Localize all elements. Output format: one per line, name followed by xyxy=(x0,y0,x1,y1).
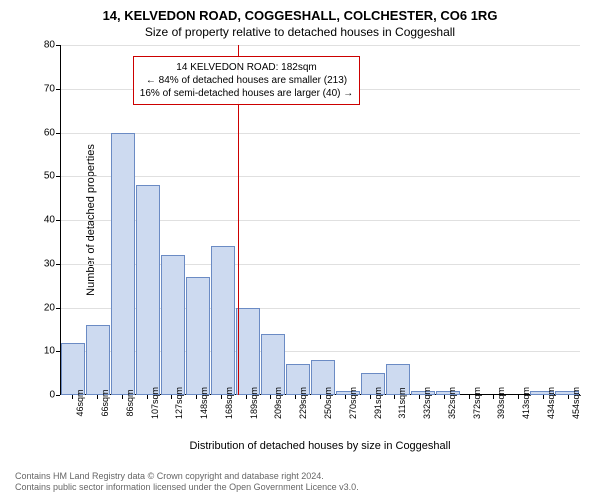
x-tick-label: 352sqm xyxy=(447,387,457,419)
bar xyxy=(161,255,185,395)
y-tick-mark xyxy=(56,220,60,221)
annotation-box: 14 KELVEDON ROAD: 182sqm ← 84% of detach… xyxy=(133,56,360,105)
x-tick-label: 127sqm xyxy=(174,387,184,419)
x-tick-mark xyxy=(518,395,519,399)
x-tick-label: 168sqm xyxy=(224,387,234,419)
x-tick-label: 393sqm xyxy=(496,387,506,419)
x-tick-label: 291sqm xyxy=(373,387,383,419)
x-tick-label: 270sqm xyxy=(348,387,358,419)
x-tick-mark xyxy=(171,395,172,399)
x-tick-label: 86sqm xyxy=(125,389,135,416)
x-tick-label: 229sqm xyxy=(298,387,308,419)
x-tick-mark xyxy=(444,395,445,399)
annotation-line1: 14 KELVEDON ROAD: 182sqm xyxy=(140,61,353,74)
x-tick-label: 209sqm xyxy=(273,387,283,419)
y-tick-label: 10 xyxy=(30,346,55,357)
plot: 14 KELVEDON ROAD: 182sqm ← 84% of detach… xyxy=(60,45,580,395)
x-tick-mark xyxy=(493,395,494,399)
y-tick-label: 0 xyxy=(30,390,55,401)
x-tick-mark xyxy=(246,395,247,399)
x-tick-mark xyxy=(394,395,395,399)
x-tick-label: 148sqm xyxy=(199,387,209,419)
bar xyxy=(261,334,285,395)
annotation-line3: 16% of semi-detached houses are larger (… xyxy=(140,87,353,100)
bar xyxy=(111,133,135,396)
x-tick-mark xyxy=(419,395,420,399)
x-tick-label: 46sqm xyxy=(75,389,85,416)
x-tick-mark xyxy=(196,395,197,399)
y-tick-mark xyxy=(56,264,60,265)
y-tick-label: 60 xyxy=(30,127,55,138)
bar xyxy=(86,325,110,395)
y-tick-mark xyxy=(56,176,60,177)
x-tick-mark xyxy=(320,395,321,399)
footer-line2: Contains public sector information licen… xyxy=(15,482,359,494)
chart-area: Number of detached properties 14 KELVEDO… xyxy=(60,45,580,395)
x-tick-mark xyxy=(270,395,271,399)
bar xyxy=(186,277,210,395)
x-tick-label: 372sqm xyxy=(472,387,482,419)
x-tick-label: 66sqm xyxy=(100,389,110,416)
y-tick-mark xyxy=(56,351,60,352)
x-tick-mark xyxy=(543,395,544,399)
x-tick-label: 332sqm xyxy=(422,387,432,419)
x-tick-label: 189sqm xyxy=(249,387,259,419)
y-tick-label: 80 xyxy=(30,40,55,51)
annotation-line2: ← 84% of detached houses are smaller (21… xyxy=(140,74,353,87)
page-title: 14, KELVEDON ROAD, COGGESHALL, COLCHESTE… xyxy=(0,0,600,23)
y-tick-mark xyxy=(56,89,60,90)
x-tick-label: 250sqm xyxy=(323,387,333,419)
y-tick-mark xyxy=(56,395,60,396)
bar xyxy=(211,246,235,395)
x-tick-mark xyxy=(221,395,222,399)
y-tick-mark xyxy=(56,45,60,46)
x-tick-mark xyxy=(122,395,123,399)
bar xyxy=(61,343,85,396)
y-tick-mark xyxy=(56,308,60,309)
x-tick-mark xyxy=(370,395,371,399)
y-tick-label: 40 xyxy=(30,215,55,226)
y-tick-mark xyxy=(56,133,60,134)
x-tick-mark xyxy=(568,395,569,399)
x-axis-label: Distribution of detached houses by size … xyxy=(60,440,580,452)
bar xyxy=(236,308,260,396)
y-tick-label: 70 xyxy=(30,83,55,94)
x-tick-label: 107sqm xyxy=(150,387,160,419)
footer-line1: Contains HM Land Registry data © Crown c… xyxy=(15,471,359,483)
x-tick-mark xyxy=(295,395,296,399)
x-tick-label: 311sqm xyxy=(397,387,407,418)
x-tick-label: 434sqm xyxy=(546,387,556,419)
bar xyxy=(136,185,160,395)
y-tick-label: 50 xyxy=(30,171,55,182)
x-tick-label: 454sqm xyxy=(571,387,581,419)
x-tick-label: 413sqm xyxy=(521,387,531,419)
x-tick-mark xyxy=(345,395,346,399)
x-tick-mark xyxy=(147,395,148,399)
x-tick-mark xyxy=(469,395,470,399)
x-tick-mark xyxy=(97,395,98,399)
footer: Contains HM Land Registry data © Crown c… xyxy=(15,471,359,494)
y-tick-label: 30 xyxy=(30,258,55,269)
y-tick-label: 20 xyxy=(30,302,55,313)
page-subtitle: Size of property relative to detached ho… xyxy=(0,23,600,39)
x-tick-mark xyxy=(72,395,73,399)
